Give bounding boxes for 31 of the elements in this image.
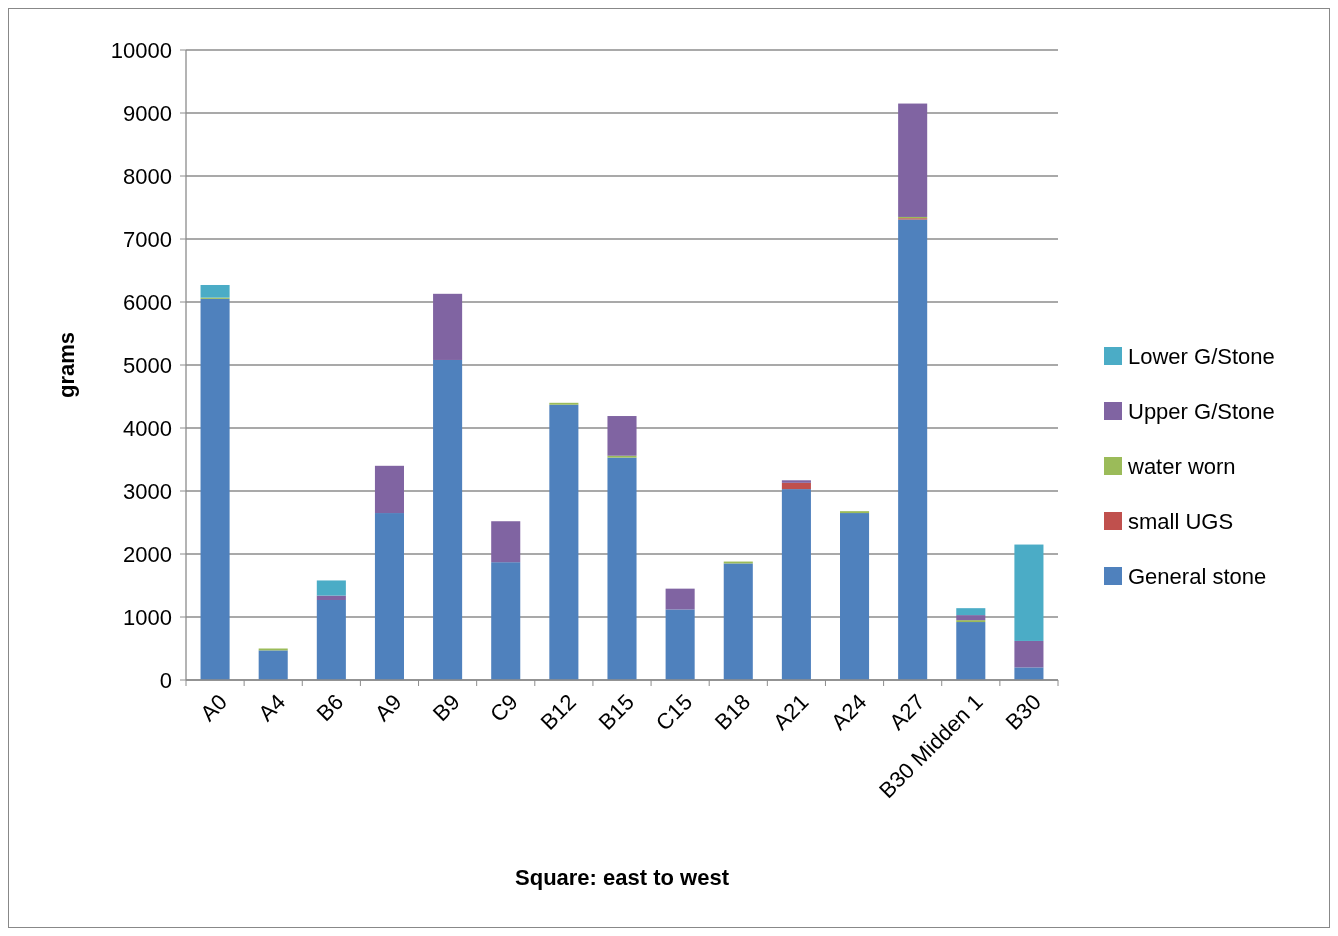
x-tick-label: B6: [311, 689, 349, 727]
legend-label: Upper G/Stone: [1128, 398, 1275, 424]
x-tick-label: A9: [369, 689, 407, 727]
x-tick-label: B15: [593, 689, 639, 735]
x-axis-title: Square: east to west: [515, 865, 730, 890]
y-tick-label: 7000: [123, 226, 172, 252]
y-tick-label: 4000: [123, 415, 172, 441]
legend-label: water worn: [1127, 453, 1236, 479]
x-tick-label: A24: [826, 689, 872, 735]
y-tick-label: 0: [159, 667, 172, 693]
y-tick-label: 9000: [123, 100, 172, 126]
y-tick-label: 8000: [123, 163, 172, 189]
legend-label: Lower G/Stone: [1128, 343, 1275, 369]
x-tick-label: C9: [485, 689, 523, 727]
y-tick-label: 2000: [123, 541, 172, 567]
y-tick-label: 1000: [123, 604, 172, 630]
y-tick-label: 6000: [123, 289, 172, 315]
x-tick-label: A0: [195, 689, 233, 727]
x-tick-label: B18: [709, 689, 756, 735]
y-axis-title: grams: [54, 331, 79, 399]
x-tick-label: A21: [768, 689, 814, 735]
x-tick-label: B30: [1000, 689, 1046, 735]
x-tick-label: B9: [427, 689, 465, 727]
y-tick-label: 3000: [123, 478, 172, 504]
legend-label: General stone: [1128, 563, 1267, 589]
x-tick-label: B12: [535, 689, 581, 735]
x-tick-label: A4: [253, 689, 291, 727]
legend-label: small UGS: [1128, 508, 1234, 534]
y-tick-label: 5000: [123, 352, 172, 378]
x-tick-label: C15: [650, 689, 698, 736]
y-tick-label: 10000: [110, 37, 172, 63]
